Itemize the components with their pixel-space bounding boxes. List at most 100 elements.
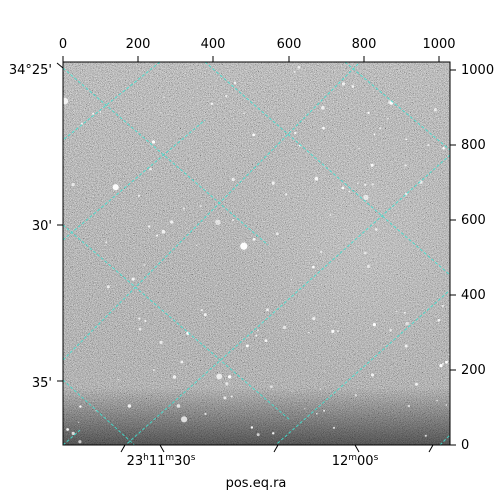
star <box>255 334 258 337</box>
star <box>404 344 408 348</box>
star <box>405 322 409 326</box>
star <box>437 318 441 322</box>
star <box>106 285 110 289</box>
star <box>176 404 181 408</box>
star <box>373 133 376 136</box>
star <box>379 127 382 130</box>
star <box>159 340 163 344</box>
tick-mark <box>56 62 64 69</box>
star <box>291 390 293 392</box>
star <box>105 241 108 244</box>
star <box>181 416 188 423</box>
star <box>294 131 297 135</box>
ra-tick-label: 23h11m30s <box>127 453 196 469</box>
star <box>395 310 398 313</box>
right-tick-label: 1000 <box>461 63 494 78</box>
tick-mark <box>120 444 126 453</box>
star <box>71 183 75 187</box>
grid-line <box>63 67 269 246</box>
grid-line <box>63 379 136 445</box>
star <box>348 190 351 193</box>
dec-tick-label: 34°25' <box>9 63 52 78</box>
star <box>99 111 102 113</box>
star <box>312 316 316 321</box>
star <box>335 321 337 323</box>
star <box>321 106 325 110</box>
dec-tick-label: 35' <box>32 376 52 391</box>
star <box>364 251 367 255</box>
top-tick-label: 800 <box>352 37 377 52</box>
star <box>252 237 256 241</box>
star <box>199 205 202 208</box>
star <box>337 330 339 332</box>
star <box>216 373 223 380</box>
star <box>240 242 248 250</box>
star <box>203 313 207 317</box>
declination-axis: 34°25' 30' 35' <box>9 63 52 391</box>
top-tick-label: 1000 <box>422 37 455 52</box>
star <box>319 388 321 390</box>
star <box>180 360 184 364</box>
star <box>364 183 367 186</box>
star <box>308 331 310 334</box>
star <box>293 70 296 73</box>
star <box>405 192 408 196</box>
star <box>285 193 288 196</box>
grid-line <box>63 119 206 241</box>
star <box>341 82 346 86</box>
star <box>66 428 69 431</box>
star <box>320 250 323 254</box>
star <box>257 329 259 332</box>
star <box>371 183 374 186</box>
star <box>200 309 203 312</box>
star <box>442 146 445 150</box>
grid-line <box>124 154 450 445</box>
dec-tick-label: 30' <box>32 219 52 234</box>
star <box>232 219 234 221</box>
star <box>231 177 235 182</box>
star <box>250 426 254 429</box>
right-tick-label: 800 <box>461 138 486 153</box>
right-tick-label: 0 <box>461 438 469 453</box>
grid-line <box>63 62 161 141</box>
star <box>357 182 359 185</box>
star <box>152 369 155 372</box>
star <box>215 219 221 225</box>
star <box>387 118 389 120</box>
top-tick-label: 600 <box>277 37 302 52</box>
star <box>341 186 345 190</box>
star <box>138 194 140 197</box>
star <box>276 232 279 236</box>
star <box>363 194 369 201</box>
star <box>332 426 336 429</box>
right-pixel-axis: 0 200 400 600 800 1000 <box>461 63 494 453</box>
right-tick-label: 600 <box>461 213 486 228</box>
star <box>148 225 151 228</box>
ra-tick-label: 12m00s <box>332 453 379 469</box>
star <box>445 404 448 406</box>
star <box>407 404 411 408</box>
star <box>441 304 444 308</box>
ra-axis: 23h11m30s 12m00s pos.eq.ra <box>127 453 379 491</box>
grid-line <box>63 429 81 445</box>
top-pixel-axis: 0 200 400 600 800 1000 <box>59 37 456 52</box>
star <box>424 434 427 437</box>
tick-mark <box>273 444 279 453</box>
star <box>112 184 119 191</box>
star <box>329 214 332 216</box>
star <box>230 395 233 398</box>
tick-mark <box>428 444 434 453</box>
right-tick-label: 400 <box>461 288 486 303</box>
star <box>71 431 75 435</box>
star <box>266 308 269 312</box>
star <box>427 143 430 147</box>
star <box>264 339 268 342</box>
star <box>163 96 165 98</box>
star <box>358 147 360 150</box>
coordinate-grid-overlay <box>63 62 450 445</box>
star <box>436 399 438 402</box>
star <box>405 138 408 141</box>
star <box>92 112 95 115</box>
star <box>172 375 177 379</box>
